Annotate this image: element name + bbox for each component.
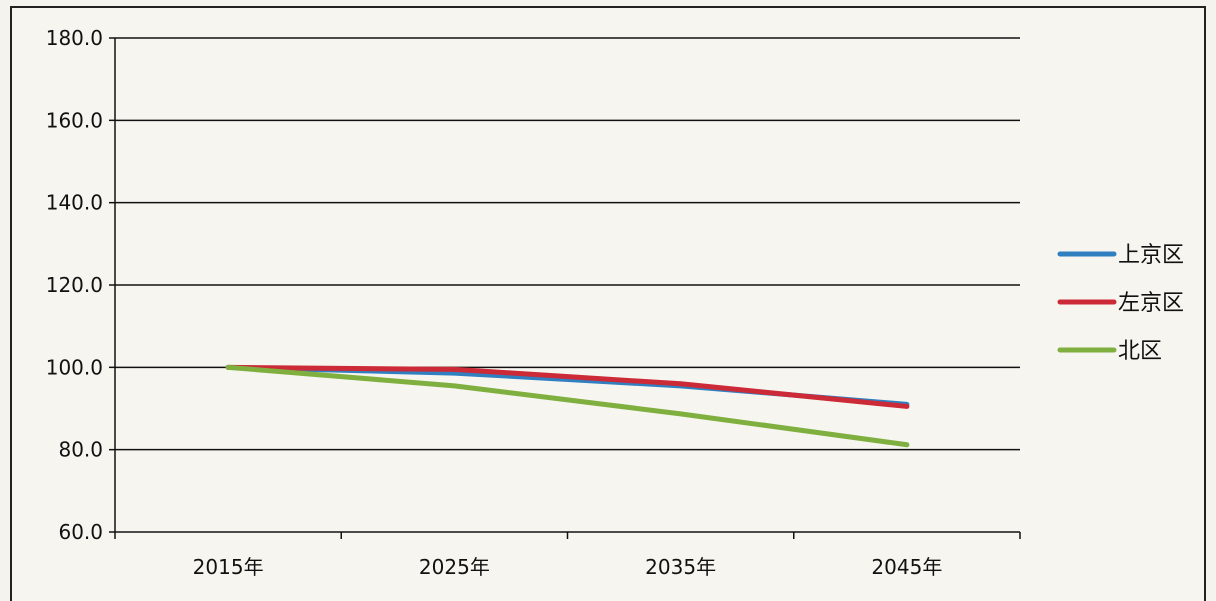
x-tick-label: 2025年 (419, 555, 490, 579)
y-tick-label: 60.0 (58, 520, 103, 544)
y-tick-label: 80.0 (58, 438, 103, 462)
legend-label: 左京区 (1118, 291, 1184, 316)
y-tick-label: 120.0 (46, 273, 103, 297)
y-tick-label: 100.0 (46, 355, 103, 379)
gridlines (115, 38, 1020, 450)
y-tick-label: 140.0 (46, 191, 103, 215)
y-tick-label: 180.0 (46, 26, 103, 50)
x-tick-label: 2045年 (871, 555, 942, 579)
x-tick-label: 2035年 (645, 555, 716, 579)
legend-label: 上京区 (1118, 243, 1184, 268)
axes: 60.0 80.0 100.0 120.0 140.0 160.0 180.0 2015年 20… (46, 26, 1020, 579)
y-tick-label: 160.0 (46, 108, 103, 132)
series-lines (228, 367, 907, 445)
x-tick-label: 2015年 (193, 555, 264, 579)
legend-label: 北区 (1118, 339, 1162, 364)
